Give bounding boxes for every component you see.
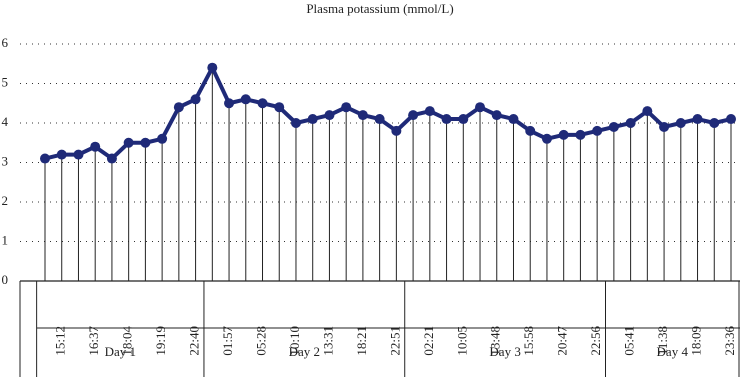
x-tick-label: 22:51	[387, 326, 402, 356]
data-point	[307, 114, 318, 125]
y-tick-label: 3	[2, 153, 9, 168]
group-label: Day 3	[489, 344, 520, 359]
data-point	[324, 110, 335, 121]
x-tick-label: 05:41	[622, 326, 637, 356]
data-point	[341, 102, 352, 113]
data-point	[608, 121, 619, 132]
chart-title: Plasma potassium (mmol/L)	[306, 1, 453, 16]
data-point	[475, 102, 486, 113]
data-point	[709, 118, 720, 128]
x-tick-label: 10:05	[454, 326, 469, 356]
data-point	[224, 98, 235, 109]
data-point	[73, 149, 84, 160]
data-point	[441, 114, 452, 125]
x-tick-label: 16:37	[86, 326, 101, 356]
x-tick-label: 18:09	[689, 326, 704, 356]
data-point	[207, 62, 218, 73]
data-point	[90, 141, 101, 152]
data-point	[675, 118, 686, 128]
data-point	[642, 106, 653, 117]
x-tick-label: 19:19	[153, 326, 168, 356]
data-point	[190, 94, 201, 105]
y-tick-label: 2	[2, 193, 9, 208]
data-point	[659, 121, 670, 132]
data-point	[508, 114, 519, 125]
data-point	[140, 137, 151, 148]
x-tick-label: 01:57	[220, 326, 235, 356]
data-point	[274, 102, 285, 113]
data-point	[692, 114, 703, 125]
x-tick-label: 11:38	[655, 326, 670, 355]
x-tick-label: 18:04	[120, 326, 135, 356]
y-tick-label: 6	[2, 35, 9, 50]
x-tick-label: 22:40	[187, 326, 202, 356]
data-point	[726, 114, 736, 125]
group-label: Day 4	[657, 344, 689, 359]
data-point	[357, 110, 368, 121]
x-tick-label: 23:36	[722, 326, 737, 356]
data-point	[257, 98, 268, 109]
group-label: Day 2	[289, 344, 320, 359]
data-point	[391, 125, 402, 136]
data-point	[106, 153, 117, 164]
x-tick-label: 10:10	[287, 326, 302, 356]
data-point	[157, 133, 168, 144]
data-point	[408, 110, 419, 121]
x-tick-label: 05:28	[253, 326, 268, 356]
x-tick-label: 13:31	[320, 326, 335, 356]
y-tick-label: 0	[2, 272, 9, 287]
data-point	[40, 153, 50, 164]
x-tick-label: 13:48	[488, 326, 503, 356]
data-point	[491, 110, 502, 121]
x-tick-label: 22:56	[588, 326, 603, 356]
x-tick-label: 18:21	[354, 326, 369, 356]
data-point	[458, 114, 469, 125]
group-label: Day 1	[105, 344, 136, 359]
data-point	[575, 129, 586, 140]
data-point	[558, 129, 569, 140]
data-point	[541, 133, 552, 144]
y-tick-label: 4	[2, 114, 9, 129]
data-point	[290, 118, 301, 128]
y-tick-label: 1	[2, 232, 9, 247]
data-point	[374, 114, 385, 125]
x-tick-label: 20:47	[555, 326, 570, 356]
data-point	[240, 94, 251, 105]
data-point	[56, 149, 67, 160]
x-tick-label: 02:21	[421, 326, 436, 356]
x-tick-label: 15:58	[521, 326, 536, 356]
data-point	[424, 106, 435, 117]
x-tick-label: 15:12	[53, 326, 68, 356]
data-point	[625, 118, 636, 128]
data-point	[173, 102, 184, 113]
data-point	[525, 125, 536, 136]
data-point	[592, 125, 603, 136]
data-point	[123, 137, 134, 148]
y-tick-label: 5	[2, 74, 9, 89]
